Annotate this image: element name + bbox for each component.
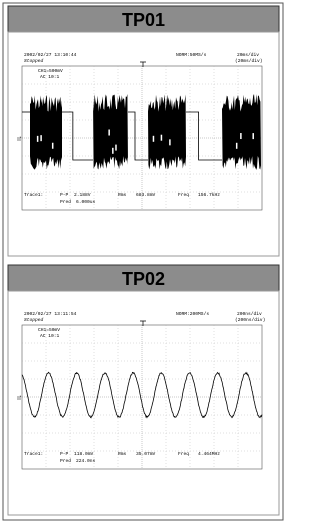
waveform-gap xyxy=(37,136,39,142)
trace-label: Trace1: xyxy=(24,451,43,457)
waveform-gap xyxy=(40,135,42,141)
period-label: Pred xyxy=(60,458,71,464)
waveform-gap xyxy=(240,133,242,139)
waveform-gap xyxy=(52,143,54,149)
timebase-note: (20ms/div) xyxy=(235,58,263,64)
pp-label: P-P xyxy=(60,192,69,198)
scope-screen xyxy=(8,291,279,515)
channel-setting: CH1=50mV xyxy=(38,327,60,333)
panel-title: TP02 xyxy=(122,269,165,289)
waveform-gap xyxy=(169,139,171,145)
timestamp: 2002/02/27 13:10:44 xyxy=(24,52,77,58)
page: {"panels": [ {"title": "TP01", "timestam… xyxy=(0,0,287,523)
freq-label: Freq xyxy=(178,192,189,198)
waveform-gap xyxy=(236,143,238,149)
sample-rate: NORM:200MS/s xyxy=(176,311,209,317)
waveform-burst xyxy=(148,94,186,169)
timebase: 20ms/div xyxy=(237,52,259,58)
rms-value: 35.07mV xyxy=(136,451,156,457)
waveform-burst xyxy=(30,95,62,170)
period-value: 224.0ns xyxy=(76,458,96,464)
waveform-gap xyxy=(108,130,110,136)
rms-label: Rms xyxy=(118,192,127,198)
waveform-gap xyxy=(153,136,155,142)
waveform-gap xyxy=(252,133,254,139)
coupling: AC 10:1 xyxy=(40,333,60,339)
timestamp: 2002/02/27 13:11:54 xyxy=(24,311,77,317)
rms-label: Rms xyxy=(118,451,127,457)
trace-label: Trace1: xyxy=(24,192,43,198)
freq-label: Freq xyxy=(178,451,189,457)
period-value: 6.000us xyxy=(76,199,96,205)
pp-value: 118.0mV xyxy=(74,451,94,457)
pp-value: 2.188V xyxy=(74,192,91,198)
waveform-gap xyxy=(112,148,114,154)
period-label: Pred xyxy=(60,199,71,205)
waveform-gap xyxy=(115,145,117,151)
coupling: AC 10:1 xyxy=(40,74,60,80)
freq-value: 156.7kHz xyxy=(198,192,220,198)
rms-value: 683.8mV xyxy=(136,192,156,198)
timebase-note: (200ns/div) xyxy=(235,317,265,323)
panel-title: TP01 xyxy=(122,10,165,30)
pp-label: P-P xyxy=(60,451,69,457)
status: Stopped xyxy=(24,58,44,64)
timebase: 200ns/div xyxy=(237,311,262,317)
freq-value: 4.464MHz xyxy=(198,451,220,457)
waveform-gap xyxy=(161,135,163,141)
channel-setting: CH1=500mV xyxy=(38,68,63,74)
sample-rate: NORM:50MS/s xyxy=(176,52,207,58)
status: Stopped xyxy=(24,317,44,323)
